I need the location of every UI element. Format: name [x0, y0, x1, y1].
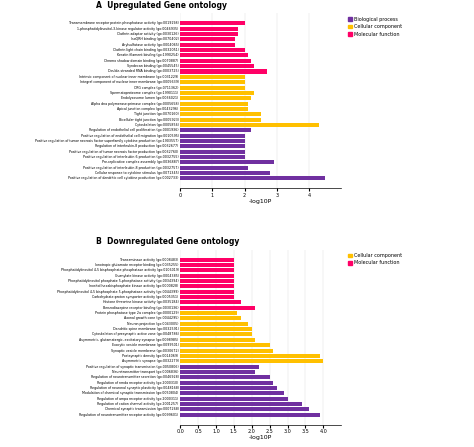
Bar: [180, 96, 251, 100]
Bar: [180, 268, 234, 272]
Bar: [180, 290, 234, 294]
Bar: [180, 396, 288, 401]
Bar: [180, 144, 245, 148]
Bar: [180, 300, 241, 304]
Bar: [180, 118, 261, 122]
Bar: [180, 391, 284, 395]
Legend: Biological process, Cellular component, Molecular function: Biological process, Cellular component, …: [347, 16, 403, 38]
Bar: [180, 64, 254, 68]
Text: B  Downregulated Gene ontology: B Downregulated Gene ontology: [96, 237, 240, 246]
Bar: [180, 128, 251, 132]
Bar: [180, 75, 245, 79]
Text: A  Upregulated Gene ontology: A Upregulated Gene ontology: [96, 1, 228, 10]
Bar: [180, 54, 248, 58]
Bar: [180, 32, 238, 36]
Bar: [180, 171, 270, 175]
Bar: [180, 370, 255, 374]
Bar: [180, 80, 245, 84]
Bar: [180, 155, 245, 159]
Bar: [180, 333, 252, 337]
Bar: [180, 407, 309, 411]
Bar: [180, 48, 245, 52]
Bar: [180, 284, 234, 288]
Bar: [180, 311, 237, 315]
Bar: [180, 263, 234, 267]
Bar: [180, 380, 273, 384]
Bar: [180, 375, 270, 379]
Bar: [180, 343, 270, 347]
Bar: [180, 101, 248, 105]
Bar: [180, 123, 319, 127]
Bar: [180, 354, 320, 358]
Bar: [180, 322, 248, 326]
Bar: [180, 327, 252, 331]
Bar: [180, 91, 254, 95]
X-axis label: -log10P: -log10P: [249, 199, 273, 204]
Bar: [180, 150, 245, 154]
Bar: [180, 413, 320, 417]
Bar: [180, 316, 241, 320]
Bar: [180, 27, 238, 31]
Bar: [180, 43, 235, 47]
Bar: [180, 365, 259, 369]
Bar: [180, 349, 273, 353]
Bar: [180, 21, 245, 25]
Bar: [180, 402, 302, 406]
Bar: [180, 139, 245, 143]
Bar: [180, 359, 323, 363]
Legend: Cellular component, Molecular function: Cellular component, Molecular function: [347, 252, 403, 266]
Bar: [180, 38, 235, 42]
Bar: [180, 85, 245, 89]
Bar: [180, 134, 245, 138]
Bar: [180, 306, 255, 310]
Bar: [180, 177, 325, 181]
Bar: [180, 160, 273, 164]
Bar: [180, 274, 234, 278]
Bar: [180, 166, 248, 170]
Bar: [180, 112, 261, 116]
Bar: [180, 386, 277, 390]
Bar: [180, 295, 234, 299]
Bar: [180, 279, 234, 283]
Bar: [180, 338, 255, 342]
Bar: [180, 257, 234, 261]
Bar: [180, 69, 267, 73]
Bar: [180, 107, 248, 111]
X-axis label: -log10P: -log10P: [249, 435, 273, 440]
Bar: [180, 59, 251, 63]
